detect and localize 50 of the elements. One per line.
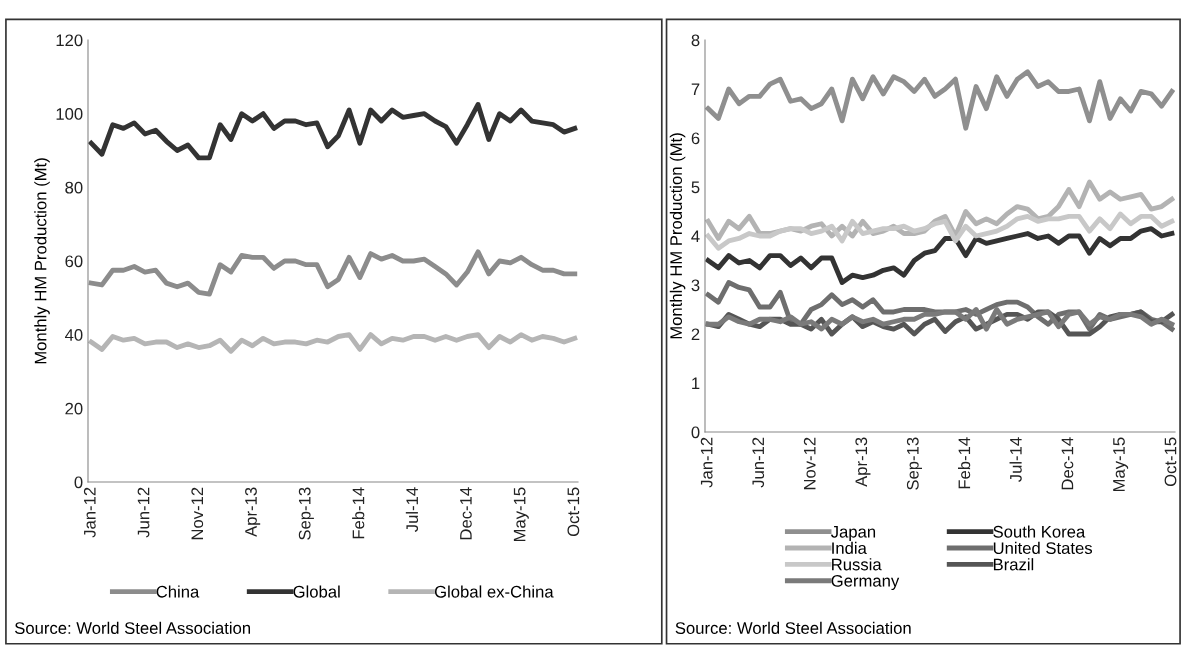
legend-label: India [832, 541, 867, 555]
x-tick-label: Jun-12 [752, 437, 765, 488]
x-tick-label: Apr-13 [245, 487, 261, 537]
x-tick-label: Sep-13 [298, 487, 314, 540]
y-tick-label: 1 [692, 377, 700, 390]
x-tick-label: Apr-13 [855, 437, 871, 487]
x-tick-label: Feb-14 [352, 487, 365, 539]
y-tick-label: 20 [65, 402, 83, 415]
legend-label: South Korea [993, 525, 1086, 538]
x-tick-label: Nov-12 [191, 487, 204, 540]
x-tick-label: May-15 [513, 487, 529, 542]
legend-label: China [156, 585, 200, 598]
y-axis-title: Monthly HM Production (Mt) [34, 158, 50, 364]
y-tick-label: 80 [65, 181, 83, 194]
legend-label: Russia [832, 558, 882, 571]
y-tick-label: 7 [691, 83, 700, 96]
y-tick-label: 60 [65, 255, 83, 268]
x-tick-label: Jun-12 [137, 487, 150, 538]
y-tick-label: 6 [691, 132, 700, 145]
legend-label: Brazil [993, 558, 1034, 571]
x-tick-label: Jul-14 [405, 487, 419, 532]
y-tick-label: 3 [691, 279, 700, 292]
legend-label: Japan [830, 526, 876, 541]
y-tick-label: 2 [691, 328, 700, 341]
x-tick-label: Oct-15 [567, 487, 580, 537]
x-tick-label: May-15 [1113, 437, 1129, 492]
y-tick-label: 8 [691, 34, 700, 47]
y-tick-label: 4 [691, 230, 700, 243]
y-tick-label: 0 [74, 476, 83, 489]
x-tick-label: Jan-12 [83, 487, 96, 538]
legend-label: Global [293, 585, 340, 598]
x-tick-label: Nov-12 [803, 437, 816, 490]
x-tick-label: Dec-14 [460, 487, 472, 540]
source-note: Source: World Steel Association [14, 621, 251, 634]
x-tick-label: Feb-14 [958, 437, 971, 489]
legend-label: Germany [831, 574, 900, 591]
x-tick-label: Sep-13 [906, 437, 922, 490]
source-note: Source: World Steel Association [675, 621, 911, 634]
legend-label: United States [993, 541, 1093, 555]
legend-label: Global ex-China [434, 585, 554, 598]
x-tick-label: Jan-12 [700, 437, 713, 488]
x-tick-label: Dec-14 [1061, 437, 1074, 490]
y-tick-label: 120 [56, 34, 83, 47]
x-tick-label: Jul-14 [1009, 437, 1022, 482]
y-tick-label: 5 [691, 181, 700, 194]
y-tick-label: 0 [691, 426, 700, 439]
y-tick-label: 100 [56, 108, 83, 120]
y-axis-title: Monthly HM Production (Mt) [669, 133, 686, 339]
x-tick-label: Oct-15 [1164, 437, 1177, 487]
y-tick-label: 40 [64, 329, 83, 341]
